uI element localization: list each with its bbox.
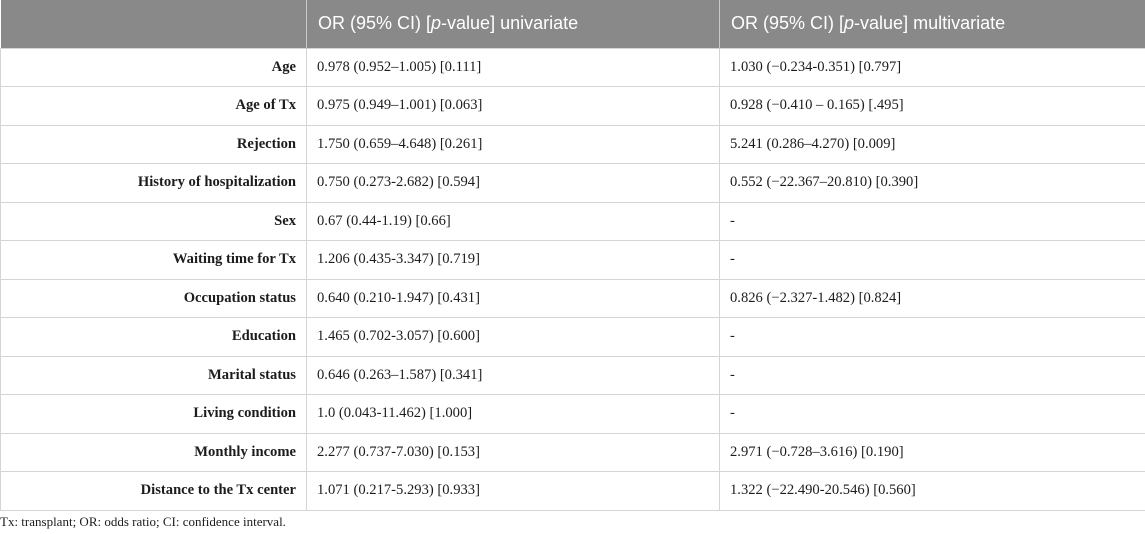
univariate-cell: 0.67 (0.44-1.19) [0.66] bbox=[306, 201, 720, 241]
multivariate-cell: 1.030 (−0.234-0.351) [0.797] bbox=[719, 47, 1145, 87]
row-label: Age of Tx bbox=[0, 86, 307, 126]
row-label: Living condition bbox=[0, 394, 307, 434]
table-body: Age 0.978 (0.952–1.005) [0.111] 1.030 (−… bbox=[0, 47, 1145, 511]
univariate-cell: 1.071 (0.217-5.293) [0.933] bbox=[306, 471, 720, 511]
table-footnote: Tx: transplant; OR: odds ratio; CI: conf… bbox=[0, 514, 286, 529]
univariate-cell: 2.277 (0.737-7.030) [0.153] bbox=[306, 432, 720, 472]
univariate-cell: 0.646 (0.263–1.587) [0.341] bbox=[306, 355, 720, 395]
header-univariate-suffix: -value] univariate bbox=[441, 13, 579, 34]
table-row: Waiting time for Tx 1.206 (0.435-3.347) … bbox=[0, 240, 1145, 280]
row-label: Occupation status bbox=[0, 278, 307, 318]
table-row: Monthly income 2.277 (0.737-7.030) [0.15… bbox=[0, 432, 1145, 472]
multivariate-cell: 5.241 (0.286–4.270) [0.009] bbox=[719, 124, 1145, 164]
header-multivariate: OR (95% CI) [p-value] multivariate bbox=[719, 0, 1145, 48]
multivariate-cell: - bbox=[719, 317, 1145, 357]
header-row: OR (95% CI) [p-value] univariate OR (95%… bbox=[0, 0, 1145, 48]
univariate-cell: 0.975 (0.949–1.001) [0.063] bbox=[306, 86, 720, 126]
multivariate-cell: 0.928 (−0.410 – 0.165) [.495] bbox=[719, 86, 1145, 126]
multivariate-cell: - bbox=[719, 201, 1145, 241]
univariate-cell: 1.0 (0.043-11.462) [1.000] bbox=[306, 394, 720, 434]
table-header: OR (95% CI) [p-value] univariate OR (95%… bbox=[0, 0, 1145, 48]
table-row: History of hospitalization 0.750 (0.273-… bbox=[0, 163, 1145, 203]
multivariate-cell: 0.552 (−22.367–20.810) [0.390] bbox=[719, 163, 1145, 203]
row-label: Monthly income bbox=[0, 432, 307, 472]
header-multivariate-suffix: -value] multivariate bbox=[854, 13, 1006, 34]
results-table: OR (95% CI) [p-value] univariate OR (95%… bbox=[0, 0, 1145, 511]
table-row: Age of Tx 0.975 (0.949–1.001) [0.063] 0.… bbox=[0, 86, 1145, 126]
header-variable bbox=[0, 0, 307, 48]
multivariate-cell: 0.826 (−2.327-1.482) [0.824] bbox=[719, 278, 1145, 318]
header-univariate-prefix: OR (95% CI) [ bbox=[318, 13, 432, 34]
row-label: History of hospitalization bbox=[0, 163, 307, 203]
header-univariate: OR (95% CI) [p-value] univariate bbox=[306, 0, 720, 48]
row-label: Education bbox=[0, 317, 307, 357]
univariate-cell: 1.750 (0.659–4.648) [0.261] bbox=[306, 124, 720, 164]
table-row: Living condition 1.0 (0.043-11.462) [1.0… bbox=[0, 394, 1145, 434]
univariate-cell: 0.640 (0.210-1.947) [0.431] bbox=[306, 278, 720, 318]
multivariate-cell: 2.971 (−0.728–3.616) [0.190] bbox=[719, 432, 1145, 472]
table-row: Age 0.978 (0.952–1.005) [0.111] 1.030 (−… bbox=[0, 47, 1145, 87]
multivariate-cell: - bbox=[719, 240, 1145, 280]
table-row: Occupation status 0.640 (0.210-1.947) [0… bbox=[0, 278, 1145, 318]
univariate-cell: 1.465 (0.702-3.057) [0.600] bbox=[306, 317, 720, 357]
row-label: Waiting time for Tx bbox=[0, 240, 307, 280]
univariate-cell: 0.750 (0.273-2.682) [0.594] bbox=[306, 163, 720, 203]
row-label: Rejection bbox=[0, 124, 307, 164]
row-label: Distance to the Tx center bbox=[0, 471, 307, 511]
table-row: Sex 0.67 (0.44-1.19) [0.66] - bbox=[0, 201, 1145, 241]
header-multivariate-prefix: OR (95% CI) [ bbox=[731, 13, 845, 34]
multivariate-cell: - bbox=[719, 355, 1145, 395]
row-label: Marital status bbox=[0, 355, 307, 395]
multivariate-cell: 1.322 (−22.490-20.546) [0.560] bbox=[719, 471, 1145, 511]
table-row: Education 1.465 (0.702-3.057) [0.600] - bbox=[0, 317, 1145, 357]
univariate-cell: 0.978 (0.952–1.005) [0.111] bbox=[306, 47, 720, 87]
header-univariate-p: p bbox=[431, 13, 442, 34]
univariate-cell: 1.206 (0.435-3.347) [0.719] bbox=[306, 240, 720, 280]
row-label: Age bbox=[0, 47, 307, 87]
header-multivariate-p: p bbox=[844, 13, 855, 34]
table-row: Marital status 0.646 (0.263–1.587) [0.34… bbox=[0, 355, 1145, 395]
table-row: Distance to the Tx center 1.071 (0.217-5… bbox=[0, 471, 1145, 511]
multivariate-cell: - bbox=[719, 394, 1145, 434]
table-row: Rejection 1.750 (0.659–4.648) [0.261] 5.… bbox=[0, 124, 1145, 164]
row-label: Sex bbox=[0, 201, 307, 241]
